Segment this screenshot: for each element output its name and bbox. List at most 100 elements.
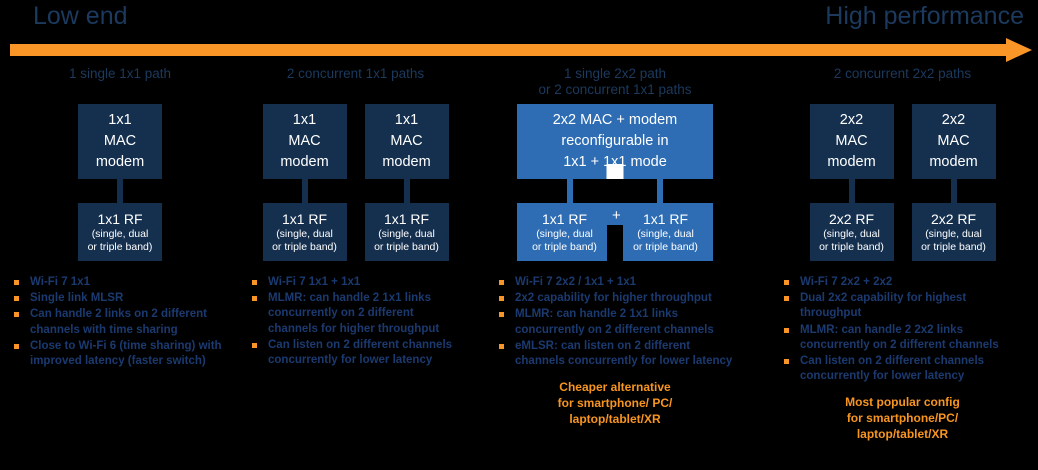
plus-symbol: + bbox=[612, 207, 621, 224]
list-item: Dual 2x2 capability for highest throughp… bbox=[780, 291, 1025, 321]
mac-modem-box: 1x1 MAC modem bbox=[364, 104, 449, 179]
rf-sub-line-2: or triple band) bbox=[87, 241, 153, 253]
list-item: eMLSR: can listen on 2 different channel… bbox=[495, 339, 735, 369]
rf-sub-line-1: (single, dual bbox=[378, 228, 435, 240]
rf-sub-line-2: or triple band) bbox=[819, 241, 884, 253]
mac-line-2: MAC bbox=[103, 133, 137, 149]
column-2-title: 2 concurrent 1x1 paths bbox=[286, 66, 425, 81]
header-band: Low end High performance bbox=[0, 0, 1038, 40]
list-item: Can listen on 2 different channels concu… bbox=[248, 338, 463, 368]
rf-box: 1x1 RF (single, dual or triple band) bbox=[364, 203, 449, 261]
column-2-bullet-list: Wi-Fi 7 1x1 + 1x1 MLMR: can handle 2 1x1… bbox=[248, 275, 463, 368]
stack-1x1-a: 1x1 MAC modem 1x1 RF (single, dual or tr… bbox=[262, 104, 347, 261]
rf-sub-line-2: or triple band) bbox=[374, 241, 439, 253]
list-item: Can handle 2 links on 2 different channe… bbox=[10, 307, 230, 337]
list-item: Wi-Fi 7 1x1 bbox=[10, 275, 230, 290]
mac-line-1: 2x2 MAC + modem bbox=[552, 112, 678, 128]
column-4-concurrent-2x2: 2 concurrent 2x2 paths 2x2 MAC modem 2x2… bbox=[780, 66, 1025, 442]
rf-box: 2x2 RF (single, dual or triple band) bbox=[911, 203, 996, 261]
mac-line-2: reconfigurable in bbox=[561, 133, 669, 149]
list-item: 2x2 capability for higher throughput bbox=[495, 291, 735, 306]
mac-modem-box: 2x2 MAC modem bbox=[809, 104, 894, 179]
box-connector-right bbox=[657, 179, 663, 203]
rf-sub-line-1: (single, dual bbox=[536, 228, 593, 240]
rf-pair-row: 1x1 RF (single, dual or triple band) 1x1… bbox=[517, 203, 713, 261]
split-notch bbox=[606, 164, 624, 179]
performance-arrow bbox=[10, 38, 1032, 62]
list-item: MLMR: can handle 2 2x2 links concurrentl… bbox=[780, 323, 1025, 353]
rf-sub-line-1: (single, dual bbox=[823, 228, 880, 240]
list-item: Wi-Fi 7 1x1 + 1x1 bbox=[248, 275, 463, 290]
box-connector-left bbox=[567, 179, 573, 203]
rf-separator-notch bbox=[607, 225, 623, 261]
rf-sub-line-2: or triple band) bbox=[921, 241, 986, 253]
list-item: MLMR: can handle 2 1x1 links concurrentl… bbox=[248, 291, 463, 337]
callout-line-3: laptop/tablet/XR bbox=[569, 412, 661, 427]
stack-2x2-b: 2x2 MAC modem 2x2 RF (single, dual or tr… bbox=[911, 104, 996, 261]
arrow-bar bbox=[10, 44, 1006, 56]
list-item: Single link MLSR bbox=[10, 291, 230, 306]
box-connector bbox=[301, 179, 308, 203]
rf-box: 1x1 RF (single, dual or triple band) bbox=[78, 203, 162, 261]
mac-line-3: modem bbox=[95, 154, 145, 170]
column-1-title: 1 single 1x1 path bbox=[68, 66, 172, 81]
mac-line-3: modem bbox=[827, 154, 876, 170]
column-3-title: 1 single 2x2 path or 2 concurrent 1x1 pa… bbox=[495, 66, 735, 104]
list-item: MLMR: can handle 2 1x1 links concurrentl… bbox=[495, 307, 735, 337]
callout-line-2: for smartphone/PC/ bbox=[846, 411, 959, 426]
column-3-title-line-1: 1 single 2x2 path bbox=[563, 66, 667, 81]
rf-title: 1x1 RF bbox=[97, 211, 143, 227]
mac-line-3: modem bbox=[929, 154, 978, 170]
callout-line-3: laptop/tablet/XR bbox=[856, 427, 949, 442]
mac-modem-box: 1x1 MAC modem bbox=[78, 104, 162, 179]
mac-line-2: MAC bbox=[288, 133, 321, 149]
callout-line-2: for smartphone/ PC/ bbox=[557, 396, 673, 411]
mac-line-2: MAC bbox=[937, 133, 970, 149]
rf-title: 1x1 RF bbox=[383, 211, 430, 227]
column-1-single-1x1: 1 single 1x1 path 1x1 MAC modem 1x1 RF (… bbox=[10, 66, 230, 370]
box-connector bbox=[403, 179, 410, 203]
mac-modem-box: 2x2 MAC modem bbox=[911, 104, 996, 179]
box-connector bbox=[848, 179, 855, 203]
rf-title: 1x1 RF bbox=[541, 211, 588, 227]
mac-line-1: 1x1 bbox=[292, 112, 317, 128]
callout-line-1: Cheaper alternative bbox=[559, 380, 671, 395]
column-3-diagram: 2x2 MAC + modem reconfigurable in 1x1 + … bbox=[495, 104, 735, 261]
rf-box-right: 1x1 RF (single, dual or triple band) bbox=[618, 203, 713, 261]
rf-box: 2x2 RF (single, dual or triple band) bbox=[809, 203, 894, 261]
rf-title: 2x2 RF bbox=[930, 211, 977, 227]
rf-box: 1x1 RF (single, dual or triple band) bbox=[262, 203, 347, 261]
list-item: Wi-Fi 7 2x2 / 1x1 + 1x1 bbox=[495, 275, 735, 290]
rf-box-left: 1x1 RF (single, dual or triple band) bbox=[517, 203, 612, 261]
stack-2x2-a: 2x2 MAC modem 2x2 RF (single, dual or tr… bbox=[809, 104, 894, 261]
column-4-title: 2 concurrent 2x2 paths bbox=[833, 66, 972, 81]
mac-line-1: 2x2 bbox=[839, 112, 864, 128]
box-connector bbox=[117, 179, 123, 203]
column-3-title-line-2: or 2 concurrent 1x1 paths bbox=[538, 82, 692, 97]
mac-modem-box-reconfigurable: 2x2 MAC + modem reconfigurable in 1x1 + … bbox=[517, 104, 713, 179]
column-3-reconfigurable-2x2: 1 single 2x2 path or 2 concurrent 1x1 pa… bbox=[495, 66, 735, 427]
rf-title: 2x2 RF bbox=[828, 211, 875, 227]
rf-title: 1x1 RF bbox=[642, 211, 689, 227]
column-4-bullet-list: Wi-Fi 7 2x2 + 2x2 Dual 2x2 capability fo… bbox=[780, 275, 1025, 384]
mac-line-3: 1x1 + 1x1 mode bbox=[563, 154, 667, 170]
mac-modem-box: 1x1 MAC modem bbox=[262, 104, 347, 179]
list-item: Close to Wi-Fi 6 (time sharing) with imp… bbox=[10, 339, 230, 369]
callout-line-1: Most popular config bbox=[845, 395, 960, 410]
rf-sub-line-1: (single, dual bbox=[276, 228, 333, 240]
list-item: Can listen on 2 different channels concu… bbox=[780, 354, 1025, 384]
rf-sub-line-1: (single, dual bbox=[637, 228, 694, 240]
list-item: Wi-Fi 7 2x2 + 2x2 bbox=[780, 275, 1025, 290]
column-1-bullet-list: Wi-Fi 7 1x1 Single link MLSR Can handle … bbox=[10, 275, 230, 369]
mac-line-3: modem bbox=[280, 154, 329, 170]
column-3-bullet-list: Wi-Fi 7 2x2 / 1x1 + 1x1 2x2 capability f… bbox=[495, 275, 735, 369]
header-high-performance-label: High performance bbox=[825, 2, 1024, 30]
column-2-concurrent-1x1: 2 concurrent 1x1 paths 1x1 MAC modem 1x1… bbox=[248, 66, 463, 369]
stack-1x1-b: 1x1 MAC modem 1x1 RF (single, dual or tr… bbox=[364, 104, 449, 261]
header-low-end-label: Low end bbox=[33, 2, 128, 30]
mac-line-3: modem bbox=[382, 154, 431, 170]
mac-line-2: MAC bbox=[390, 133, 423, 149]
rf-sub-line-1: (single, dual bbox=[91, 228, 149, 240]
arrow-head-icon bbox=[1006, 38, 1032, 62]
rf-sub-line-2: or triple band) bbox=[633, 241, 698, 253]
